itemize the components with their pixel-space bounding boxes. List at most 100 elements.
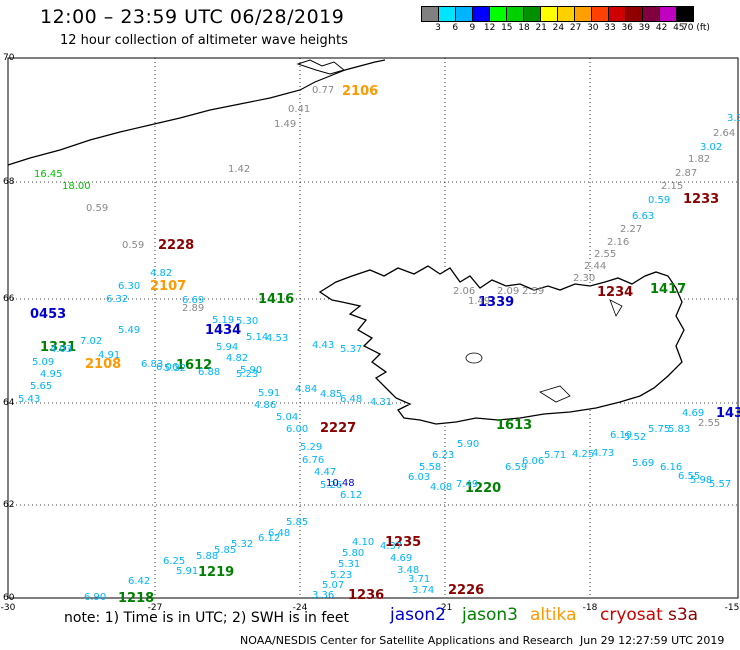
longitude-label: -15 <box>725 603 740 613</box>
iceland-lake <box>465 352 483 364</box>
track-time-label: 1339 <box>478 295 514 310</box>
track-time-label: 1236 <box>348 588 384 603</box>
wave-height-value: 2.55 <box>698 418 720 429</box>
scale-label: 24 <box>552 23 565 33</box>
wave-height-value: 3.02 <box>700 142 722 153</box>
wave-height-value: 5.32 <box>231 539 253 550</box>
wave-height-value: 3.71 <box>408 574 430 585</box>
track-time-label: 1220 <box>465 481 501 496</box>
wave-height-value: 2.09 <box>497 286 519 297</box>
scale-label: 9 <box>469 23 476 33</box>
credit-line: NOAA/NESDIS Center for Satellite Applica… <box>240 634 574 647</box>
wave-height-value: 4.37 <box>380 541 402 552</box>
wave-height-value: 4.91 <box>98 350 120 361</box>
track-time-label: 1233 <box>683 192 719 207</box>
iceland-glacier-outline <box>539 385 571 403</box>
wave-height-value: 5.52 <box>624 432 646 443</box>
wave-height-value: 5.57 <box>709 479 731 490</box>
wave-height-value: 5.91 <box>258 388 280 399</box>
wave-height-value: 5.30 <box>236 316 258 327</box>
wave-height-value: 6.55 <box>678 471 700 482</box>
wave-height-value: 2.44 <box>584 261 606 272</box>
wave-height-value: 5.58 <box>419 462 441 473</box>
wave-height-value: 2.89 <box>182 303 204 314</box>
wave-height-value: 6.25 <box>163 556 185 567</box>
track-time-label: 1331 <box>40 340 76 355</box>
wave-height-value: 4.31 <box>370 397 392 408</box>
wave-height-value: 5.07 <box>322 580 344 591</box>
scale-label: 15 <box>501 23 513 33</box>
color-scale-labels: 3 6 9 12 15 18 21 24 27 30 33 36 39 42 45 70 (ft) <box>422 23 740 35</box>
wave-height-value: 5.29 <box>300 442 322 453</box>
wave-height-value: 5.91 <box>176 566 198 577</box>
wave-height-value: 4.85 <box>320 389 342 400</box>
latitude-label: 68 <box>3 177 15 187</box>
scale-label: 27 <box>569 23 582 33</box>
track-time-label: 2227 <box>320 421 356 436</box>
track-time-label: 1434 <box>205 323 241 338</box>
longitude-label: -21 <box>438 603 453 613</box>
wave-height-value: 6.06 <box>522 456 544 467</box>
scale-label: 6 <box>452 23 459 33</box>
wave-height-value: 3.3 <box>727 113 740 124</box>
wave-height-value: 6.00 <box>286 424 308 435</box>
wave-height-value: 4.10 <box>352 537 374 548</box>
scale-label: 30 <box>587 23 599 33</box>
wave-height-value: 0.59 <box>122 240 144 251</box>
track-time-label: 1218 <box>118 591 154 606</box>
wave-height-value: 3.48 <box>397 565 419 576</box>
wave-height-value: 5.37 <box>340 344 362 355</box>
scale-label: 3 <box>435 23 441 33</box>
wave-height-value: 0.41 <box>288 104 310 115</box>
wave-height-value: 5.14 <box>246 332 268 343</box>
wave-height-value: 6.59 <box>505 462 527 473</box>
map-subtitle: 12 hour collection of altimeter wave hei… <box>60 33 348 48</box>
wave-height-value: 5.09 <box>32 357 54 368</box>
wave-height-value: 2.16 <box>607 237 629 248</box>
wave-height-value: 6.42 <box>128 576 150 587</box>
wave-height-value: 5.75 <box>648 424 670 435</box>
track-time-label: 1417 <box>650 282 686 297</box>
wave-height-value: 5.80 <box>342 548 364 559</box>
wave-height-value: 3.74 <box>412 585 434 596</box>
track-labels: 2106 1233 2228 2107 1416 1234 1417 0453 1434 1331… <box>18 84 740 606</box>
scale-label: 45 <box>673 23 685 33</box>
scale-label: 39 <box>638 23 651 33</box>
wave-height-value: 5.43 <box>18 394 40 405</box>
wave-height-value: 6.30 <box>118 281 140 292</box>
scale-swatch <box>676 6 694 22</box>
wave-height-value: 0.77 <box>312 85 334 96</box>
longitude-label: -24 <box>293 603 308 613</box>
iceland-landmass <box>318 265 685 425</box>
wave-height-value: 4.69 <box>390 553 412 564</box>
wave-height-value: 1.49 <box>468 296 490 307</box>
wave-height-value: 6.69 <box>182 295 204 306</box>
latitude-label: 62 <box>3 500 14 510</box>
scale-label: 36 <box>621 23 633 33</box>
wave-height-value: 6.19 <box>610 430 632 441</box>
wave-height-value: 5.85 <box>286 517 308 528</box>
wave-height-value: 4.82 <box>150 268 172 279</box>
scale-label: 42 <box>655 23 668 33</box>
wave-height-value: 6.12 <box>258 533 280 544</box>
wave-height-value: 5.65 <box>30 381 52 392</box>
wave-height-value: 2.27 <box>620 224 642 235</box>
greenland-coast-island <box>296 59 346 75</box>
wave-height-value: 5.85 <box>214 545 236 556</box>
longitude-label: -27 <box>148 603 163 613</box>
wave-height-value: 4.25 <box>572 449 594 460</box>
wave-height-value: 6.83 <box>141 359 163 370</box>
track-time-label: 1219 <box>198 565 234 580</box>
track-time-label: 2106 <box>342 84 378 99</box>
wave-height-value: 6.23 <box>432 450 454 461</box>
wave-height-value: 6.48 <box>268 528 290 539</box>
map-frame <box>7 57 739 599</box>
wave-height-value: 4.69 <box>682 408 704 419</box>
scale-label: 21 <box>535 23 547 33</box>
wave-height-value: 6.88 <box>198 367 220 378</box>
generated-timestamp: Jun 29 12:27:59 UTC 2019 <box>580 634 725 647</box>
wave-height-value: 7.49 <box>456 479 478 490</box>
wave-height-value: 0.59 <box>86 203 108 214</box>
latitude-label: 60 <box>3 593 15 603</box>
wave-height-value: 5.71 <box>544 450 566 461</box>
